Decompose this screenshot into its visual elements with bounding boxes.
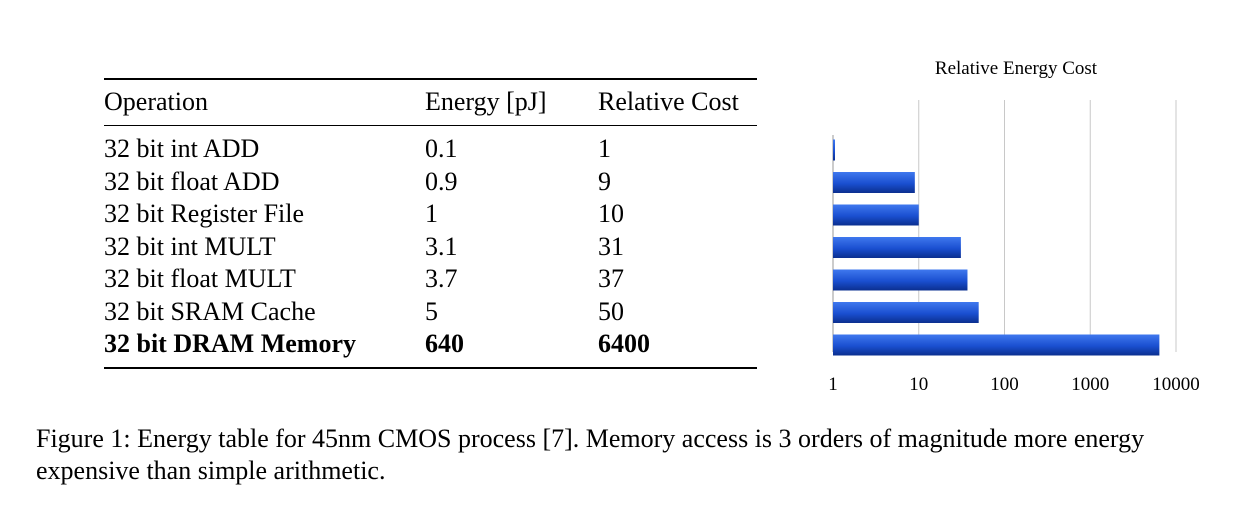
energy-cell: 640: [425, 329, 464, 358]
x-tick-label: 1000: [1071, 374, 1109, 395]
relative-energy-chart: Relative Energy Cost 1 10 100 1000 10000: [818, 50, 1218, 400]
operation-cell: 32 bit Register File: [104, 199, 305, 228]
table-bottom-rule: [104, 367, 757, 369]
relative-cost-cell: 31: [598, 232, 624, 261]
relative-cost-cell: 10: [598, 199, 624, 228]
chart-plot: 1 10 100 1000 10000: [828, 100, 1200, 395]
energy-cell: 5: [425, 297, 438, 326]
table-row: 32 bit int ADD 0.1 1: [104, 133, 757, 165]
operation-cell: 32 bit float MULT: [104, 264, 296, 293]
table-header-row: Operation Energy [pJ] Relative Cost: [104, 86, 757, 118]
bar-5: [833, 269, 968, 291]
operation-cell: 32 bit int MULT: [104, 232, 276, 261]
energy-cell: 0.9: [425, 167, 458, 196]
operation-cell: 32 bit int ADD: [104, 134, 260, 163]
x-tick-label: 100: [990, 374, 1019, 395]
relative-cost-cell: 50: [598, 297, 624, 326]
table-top-rule: [104, 78, 757, 80]
x-tick-label: 10: [909, 374, 928, 395]
relative-cost-cell: 6400: [598, 329, 650, 358]
bar-6: [833, 302, 979, 323]
chart-title: Relative Energy Cost: [934, 58, 1098, 79]
energy-cell: 1: [425, 199, 438, 228]
table-row: 32 bit float ADD 0.9 9: [104, 166, 757, 198]
energy-cell: 3.1: [425, 232, 458, 261]
operation-cell: 32 bit DRAM Memory: [104, 329, 356, 358]
bar-3: [833, 204, 919, 226]
relative-cost-cell: 37: [598, 264, 624, 293]
header-energy: Energy [pJ]: [425, 87, 547, 116]
bar-1: [833, 139, 835, 161]
operation-cell: 32 bit SRAM Cache: [104, 297, 316, 326]
bar-7: [833, 334, 1160, 356]
table-row-highlighted: 32 bit DRAM Memory 640 6400: [104, 328, 757, 360]
operation-cell: 32 bit float ADD: [104, 167, 280, 196]
table-row: 32 bit float MULT 3.7 37: [104, 263, 757, 295]
table-header-rule: [104, 125, 757, 126]
relative-cost-cell: 9: [598, 167, 611, 196]
energy-cell: 3.7: [425, 264, 458, 293]
table-row: 32 bit SRAM Cache 5 50: [104, 296, 757, 328]
table-row: 32 bit Register File 1 10: [104, 198, 757, 230]
x-tick-label: 10000: [1152, 374, 1200, 395]
figure-caption: Figure 1: Energy table for 45nm CMOS pro…: [36, 424, 1145, 485]
bar-4: [833, 237, 961, 258]
x-tick-label: 1: [828, 374, 838, 395]
energy-cell: 0.1: [425, 134, 458, 163]
table-row: 32 bit int MULT 3.1 31: [104, 231, 757, 263]
header-relative-cost: Relative Cost: [598, 87, 739, 116]
header-operation: Operation: [104, 87, 208, 116]
relative-cost-cell: 1: [598, 134, 611, 163]
bar-2: [833, 172, 915, 193]
